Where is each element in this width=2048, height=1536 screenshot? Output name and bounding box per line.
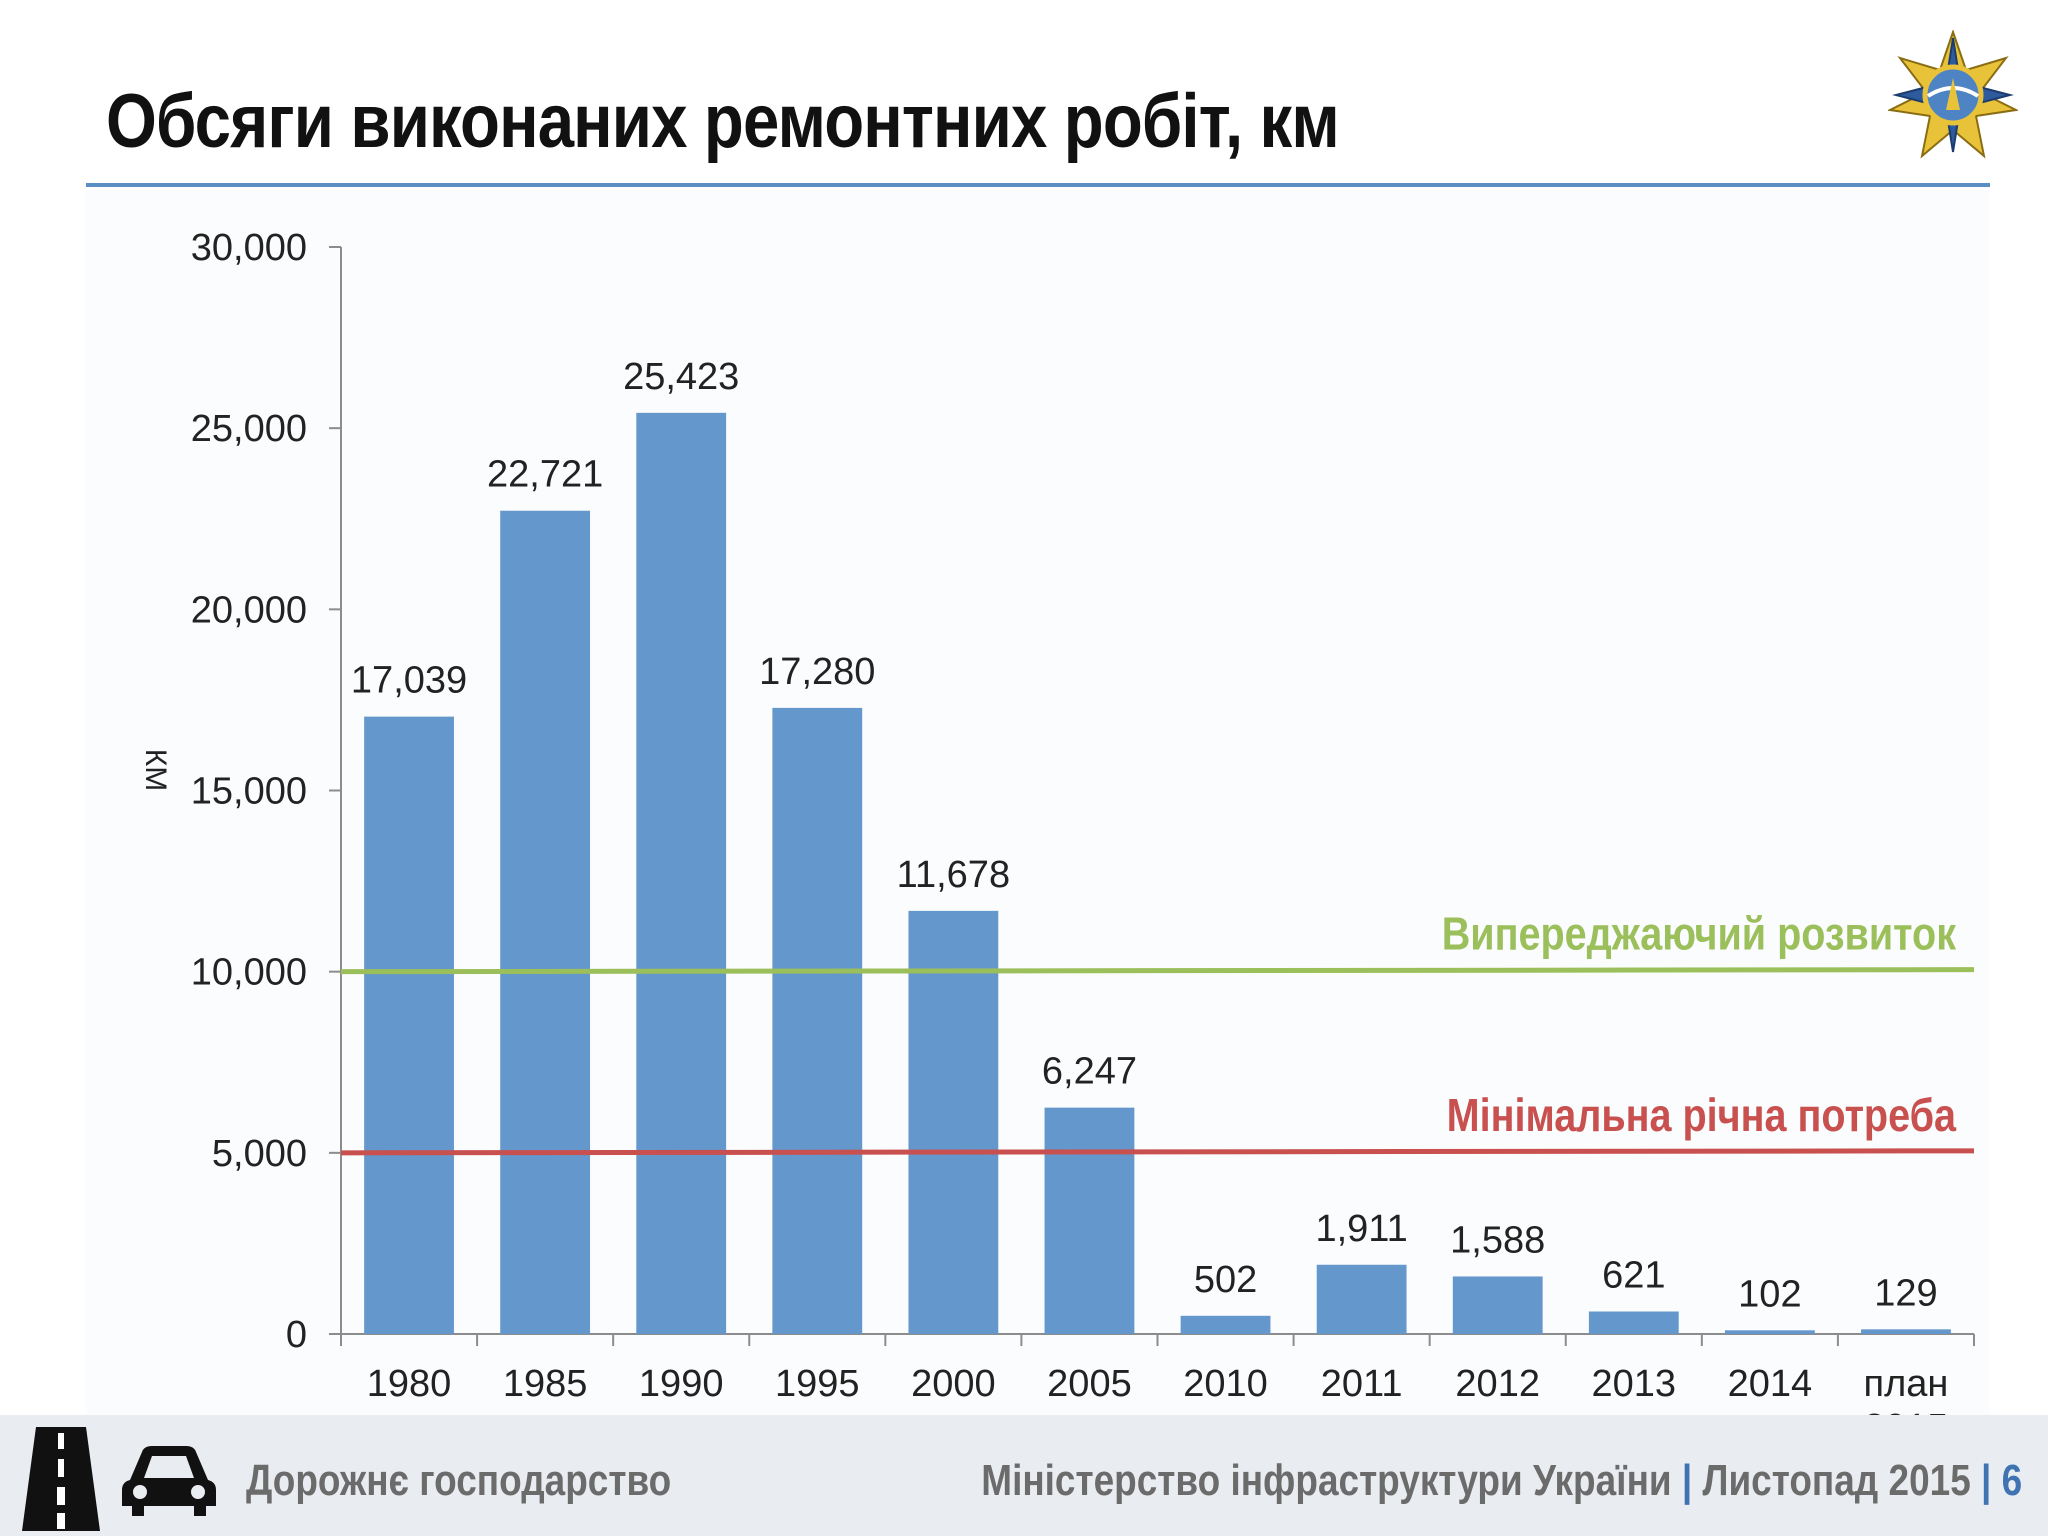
data-label: 1,911 bbox=[1315, 1208, 1407, 1250]
footer-date: Листопад 2015 bbox=[1702, 1456, 1971, 1505]
bar bbox=[1316, 1264, 1407, 1334]
y-tick-label: 25,000 bbox=[191, 408, 307, 450]
x-tick-label: 1990 bbox=[639, 1363, 724, 1405]
x-tick-label: 2014 bbox=[1728, 1363, 1813, 1405]
x-tick-label: 1985 bbox=[503, 1363, 588, 1405]
bar-chart: 0 5,000 10,000 15,000 20,000 25,000 30,000 КМ 17… bbox=[139, 227, 1975, 1415]
data-label: 129 bbox=[1874, 1272, 1937, 1314]
reference-line bbox=[340, 1148, 1975, 1156]
bar bbox=[1861, 1329, 1951, 1334]
road-icon bbox=[22, 1427, 100, 1531]
page-title: Обсяги виконаних ремонтних робіт, км bbox=[106, 79, 1340, 164]
x-tick-label: план bbox=[1864, 1363, 1949, 1405]
x-tick-label: 2011 bbox=[1321, 1363, 1403, 1405]
x-tick-label: 2013 bbox=[1592, 1363, 1677, 1405]
car-icon bbox=[122, 1446, 216, 1516]
y-tick-label: 20,000 bbox=[191, 589, 307, 631]
data-label: 25,423 bbox=[623, 356, 739, 398]
reference-line bbox=[340, 967, 1975, 975]
data-label: 502 bbox=[1194, 1259, 1257, 1301]
bar bbox=[1724, 1330, 1815, 1334]
x-tick-label: 2005 bbox=[1047, 1363, 1132, 1405]
footer-section-title: Дорожнє господарство bbox=[246, 1456, 672, 1505]
footer-info: Міністерство інфраструктури України | Ли… bbox=[981, 1456, 2022, 1506]
footer-separator: | bbox=[1980, 1456, 1992, 1505]
x-tick-label: 2010 bbox=[1183, 1363, 1268, 1405]
x-tick-label: 1980 bbox=[367, 1363, 452, 1405]
y-tick-label: 30,000 bbox=[191, 227, 307, 269]
reference-line-label: Випереджаючий розвиток bbox=[1442, 909, 1957, 960]
bar bbox=[1452, 1276, 1543, 1334]
bar bbox=[772, 707, 863, 1334]
bar bbox=[1588, 1311, 1679, 1334]
y-tick-label: 0 bbox=[286, 1314, 307, 1356]
y-tick-label: 10,000 bbox=[191, 952, 307, 994]
footer-bar bbox=[0, 1415, 2048, 1536]
x-tick-label: 2015 bbox=[1864, 1407, 1949, 1415]
data-label: 22,721 bbox=[487, 454, 603, 496]
title-divider bbox=[86, 183, 1990, 187]
chart-panel: 0 5,000 10,000 15,000 20,000 25,000 30,000 КМ 17… bbox=[86, 190, 1990, 1415]
data-label: 17,280 bbox=[759, 651, 875, 693]
reference-line-label: Мінімальна річна потреба bbox=[1447, 1090, 1957, 1141]
bar bbox=[500, 510, 591, 1334]
y-axis-title: КМ bbox=[139, 749, 172, 791]
bar bbox=[1044, 1107, 1135, 1334]
x-tick-label: 1995 bbox=[775, 1363, 860, 1405]
y-tick-label: 15,000 bbox=[191, 771, 307, 813]
x-tick-label: 2012 bbox=[1455, 1363, 1540, 1405]
data-label: 17,039 bbox=[351, 660, 467, 702]
data-label: 102 bbox=[1738, 1273, 1801, 1315]
emblem-icon bbox=[1888, 30, 2018, 159]
data-label: 11,678 bbox=[897, 854, 1010, 896]
bar bbox=[1180, 1315, 1271, 1334]
page-number: 6 bbox=[2001, 1456, 2022, 1505]
footer-separator: | bbox=[1681, 1456, 1693, 1505]
y-tick-label: 5,000 bbox=[212, 1133, 307, 1175]
bar bbox=[636, 412, 727, 1334]
x-tick-label: 2000 bbox=[911, 1363, 996, 1405]
data-label: 621 bbox=[1602, 1254, 1665, 1296]
data-label: 1,588 bbox=[1450, 1219, 1545, 1261]
footer-ministry: Міністерство інфраструктури України bbox=[981, 1456, 1672, 1505]
bar bbox=[364, 716, 454, 1334]
bar bbox=[908, 910, 999, 1334]
data-label: 6,247 bbox=[1042, 1051, 1137, 1093]
